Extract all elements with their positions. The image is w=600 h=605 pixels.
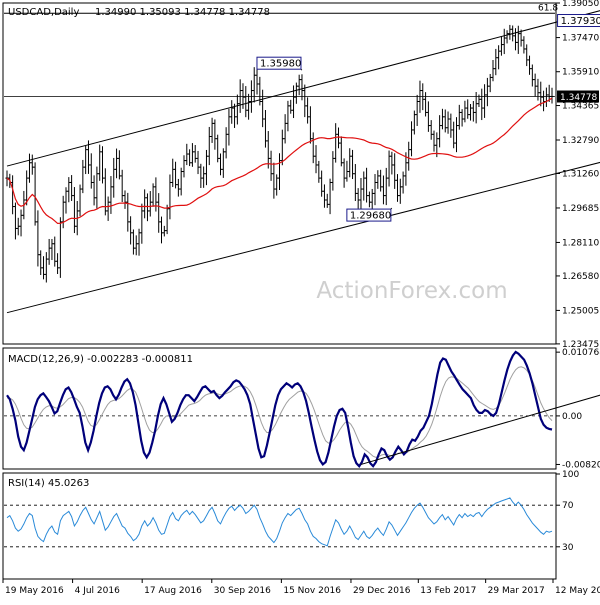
rsi-y-tick-label: 100: [562, 470, 579, 480]
x-tick-label: 29 Mar 2017: [488, 586, 545, 596]
price-y-tick-label: 1.29685: [562, 204, 599, 214]
price-annotation-label: 1.35980: [260, 59, 301, 70]
rsi-y-tick-label: 30: [562, 543, 574, 553]
x-tick-label: 19 May 2016: [5, 586, 64, 596]
price-y-tick-label: 1.26580: [562, 272, 599, 282]
price-annotation: 1.35980: [256, 56, 303, 71]
price-annotation-label: 1.29680: [350, 211, 391, 222]
macd-y-tick-label: 0.00: [562, 412, 582, 422]
price-annotation-label: 1.37930: [561, 16, 600, 27]
macd-y-tick-label: 0.010768: [562, 348, 600, 358]
price-y-tick-label: 1.25005: [562, 306, 599, 316]
fib-level-label: 61.8: [538, 3, 558, 13]
macd-panel-frame: [2, 347, 557, 470]
price-annotation: 1.29680: [346, 207, 393, 222]
x-tick-label: 13 Feb 2017: [420, 586, 476, 596]
last-price-tag: [557, 90, 599, 103]
price-y-tick-label: 1.28110: [562, 238, 599, 248]
macd-title: MACD(12,26,9) -0.002283 -0.000811: [8, 354, 193, 365]
chart-symbol: USDCAD,Daily: [8, 7, 79, 18]
macd-trendline: [360, 394, 600, 465]
price-annotation-box: [557, 14, 600, 28]
rsi-panel: [2, 472, 557, 580]
macd-line: [6, 350, 553, 468]
x-tick-label: 15 Nov 2016: [283, 586, 341, 596]
price-annotation-box: [256, 56, 302, 70]
price-y-tick-label: 1.39050: [562, 0, 599, 9]
channel-upper-line: [6, 10, 600, 167]
x-tick-label: 30 Sep 2016: [214, 586, 271, 596]
moving-average-line: [6, 97, 553, 225]
price-y-tick-label: 1.34365: [562, 102, 599, 112]
rsi-title: RSI(14) 45.0263: [8, 478, 89, 489]
rsi-line: [6, 497, 553, 547]
price-y-tick-label: 1.31260: [562, 170, 599, 180]
rsi-panel-frame: [2, 472, 557, 580]
rsi-y-tick-label: 70: [562, 501, 574, 511]
macd-y-tick-label: -0.008203: [562, 460, 600, 470]
x-tick-label: 4 Jul 2016: [75, 586, 120, 596]
ohlc-bars: [5, 24, 554, 283]
price-annotation-box: [346, 208, 392, 222]
watermark: ActionForex.com: [316, 278, 507, 304]
x-tick-label: 12 May 2017: [555, 586, 600, 596]
price-annotation: 1.37930: [557, 14, 600, 28]
x-tick-label: 17 Aug 2016: [144, 586, 202, 596]
price-y-tick-label: 1.32790: [562, 136, 599, 146]
price-y-tick-label: 1.37470: [562, 34, 599, 44]
price-annotation-connector: [390, 207, 393, 210]
macd-signal-line: [7, 366, 553, 458]
x-tick-label: 29 Dec 2016: [353, 586, 411, 596]
price-y-tick-label: 1.23475: [562, 340, 599, 350]
macd-panel: [2, 347, 557, 470]
chart-ohlc: 1.34990 1.35093 1.34778 1.34778: [95, 7, 270, 18]
price-y-tick-label: 1.35910: [562, 68, 599, 78]
channel-lower-line: [6, 161, 600, 314]
last-price-tag-label: 1.34778: [560, 93, 597, 103]
price-annotation-connector: [300, 68, 303, 71]
